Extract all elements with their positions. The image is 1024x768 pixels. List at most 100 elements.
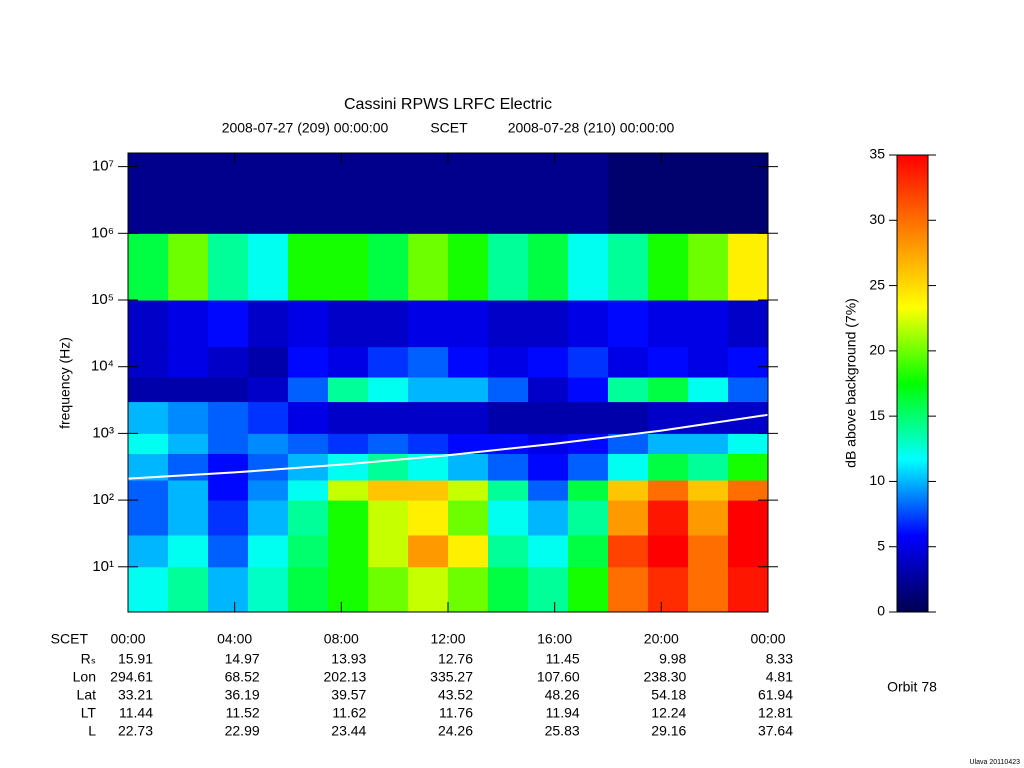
spectrogram-cell [208, 500, 249, 536]
ephemeris-value: 4.81 [766, 669, 793, 685]
spectrogram-cell [528, 453, 569, 481]
spectrogram-cell [608, 500, 649, 536]
spectrogram-cell [568, 453, 609, 481]
colorbar-tick-label: 25 [869, 276, 885, 292]
ephemeris-value: 68.52 [225, 669, 260, 685]
ephemeris-value: 11.62 [332, 705, 366, 721]
spectrogram-cell [528, 300, 569, 348]
spectrogram-cell [568, 233, 609, 301]
spectrogram-cell [568, 433, 609, 454]
spectrogram-cell [448, 534, 489, 568]
y-tick-label: 10¹ [92, 558, 114, 575]
x-tick-label: 20:00 [644, 631, 679, 647]
spectrogram-cell [208, 346, 249, 378]
ephemeris-value: 22.73 [118, 723, 153, 739]
ephemeris-value: 11.45 [546, 651, 580, 667]
ephemeris-value: 202.13 [324, 669, 367, 685]
colorbar [896, 154, 929, 613]
spectrogram-cell [488, 346, 529, 378]
spectrogram-cell [568, 346, 609, 378]
spectrogram-cell [248, 153, 289, 234]
spectrogram-cell [288, 377, 329, 403]
spectrogram-cell [448, 566, 489, 613]
ephemeris-label: LT [81, 705, 97, 721]
spectrogram-cell [288, 300, 329, 348]
spectrogram-cell [648, 233, 689, 301]
ephemeris-value: 14.97 [225, 651, 260, 667]
spectrogram-cell [688, 453, 729, 481]
ephemeris-label: Lat [77, 687, 97, 703]
spectrogram-cell [208, 480, 249, 501]
spectrogram-cell [648, 300, 689, 348]
spectrogram-cell [528, 566, 569, 613]
spectrogram-cell [568, 377, 609, 403]
spectrogram-cell [608, 233, 649, 301]
spectrogram-cell [568, 401, 609, 434]
spectrogram-cell [528, 500, 569, 536]
spectrogram-cell [168, 534, 209, 568]
spectrogram-cell [168, 480, 209, 501]
spectrogram-cell [448, 346, 489, 378]
spectrogram-cell [368, 500, 409, 536]
spectrogram-cell [448, 500, 489, 536]
spectrogram-cell [248, 300, 289, 348]
colorbar-tick-label: 0 [877, 603, 885, 619]
spectrogram-cell [288, 480, 329, 501]
spectrogram-cell [608, 401, 649, 434]
ephemeris-value: 61.94 [758, 687, 793, 703]
spectrogram-cell [728, 500, 769, 536]
spectrogram-cell [328, 480, 369, 501]
spectrogram-cell [288, 233, 329, 301]
spectrogram-cell [728, 566, 769, 613]
spectrogram-cell [608, 534, 649, 568]
spectrogram-cell [368, 377, 409, 403]
spectrogram-cell [408, 433, 449, 454]
spectrogram-cell [688, 346, 729, 378]
spectrogram-cell [368, 300, 409, 348]
y-tick-label: 10⁷ [92, 158, 114, 175]
ephemeris-value: 9.98 [659, 651, 686, 667]
spectrogram-cell [288, 346, 329, 378]
ephemeris-value: 25.83 [545, 723, 580, 739]
spectrogram-cell [728, 233, 769, 301]
spectrogram-cell [728, 534, 769, 568]
spectrogram-cell [688, 500, 729, 536]
spectrogram-cell [648, 346, 689, 378]
spectrogram-cell [688, 480, 729, 501]
spectrogram-cell [608, 300, 649, 348]
x-tick-label: 04:00 [217, 631, 252, 647]
spectrogram-cell [328, 534, 369, 568]
spectrogram-cell [488, 153, 529, 234]
spectrogram-cell [408, 534, 449, 568]
spectrogram-cell [208, 233, 249, 301]
spectrogram-cell [248, 453, 289, 481]
spectrogram-cell [488, 377, 529, 403]
spectrogram-cell [728, 433, 769, 454]
spectrogram-cell [368, 453, 409, 481]
spectrogram-cell [368, 401, 409, 434]
spectrogram-cell [328, 346, 369, 378]
spectrogram-cell [688, 566, 729, 613]
spectrogram-cell [528, 346, 569, 378]
subtitle-end: 2008-07-28 (210) 00:00:00 [508, 120, 675, 136]
spectrogram-cell [208, 566, 249, 613]
spectrogram-cell [528, 401, 569, 434]
spectrogram-cell [448, 233, 489, 301]
spectrogram-cell [128, 233, 169, 301]
x-tick-label: 16:00 [537, 631, 572, 647]
ephemeris-value: 12.76 [438, 651, 473, 667]
spectrogram-cell [168, 433, 209, 454]
spectrogram-cell [168, 233, 209, 301]
orbit-label: Orbit 78 [887, 679, 937, 695]
spectrogram-cell [608, 377, 649, 403]
spectrogram-cell [688, 233, 729, 301]
spectrogram-cell [208, 401, 249, 434]
spectrogram-cell [728, 153, 769, 234]
spectrogram-cell [368, 433, 409, 454]
x-tick-label: 00:00 [750, 631, 785, 647]
spectrogram-cell [328, 453, 369, 481]
spectrogram-cell [408, 346, 449, 378]
ephemeris-value: 23.44 [331, 723, 366, 739]
spectrogram-cell [128, 300, 169, 348]
spectrogram-cell [128, 153, 169, 234]
